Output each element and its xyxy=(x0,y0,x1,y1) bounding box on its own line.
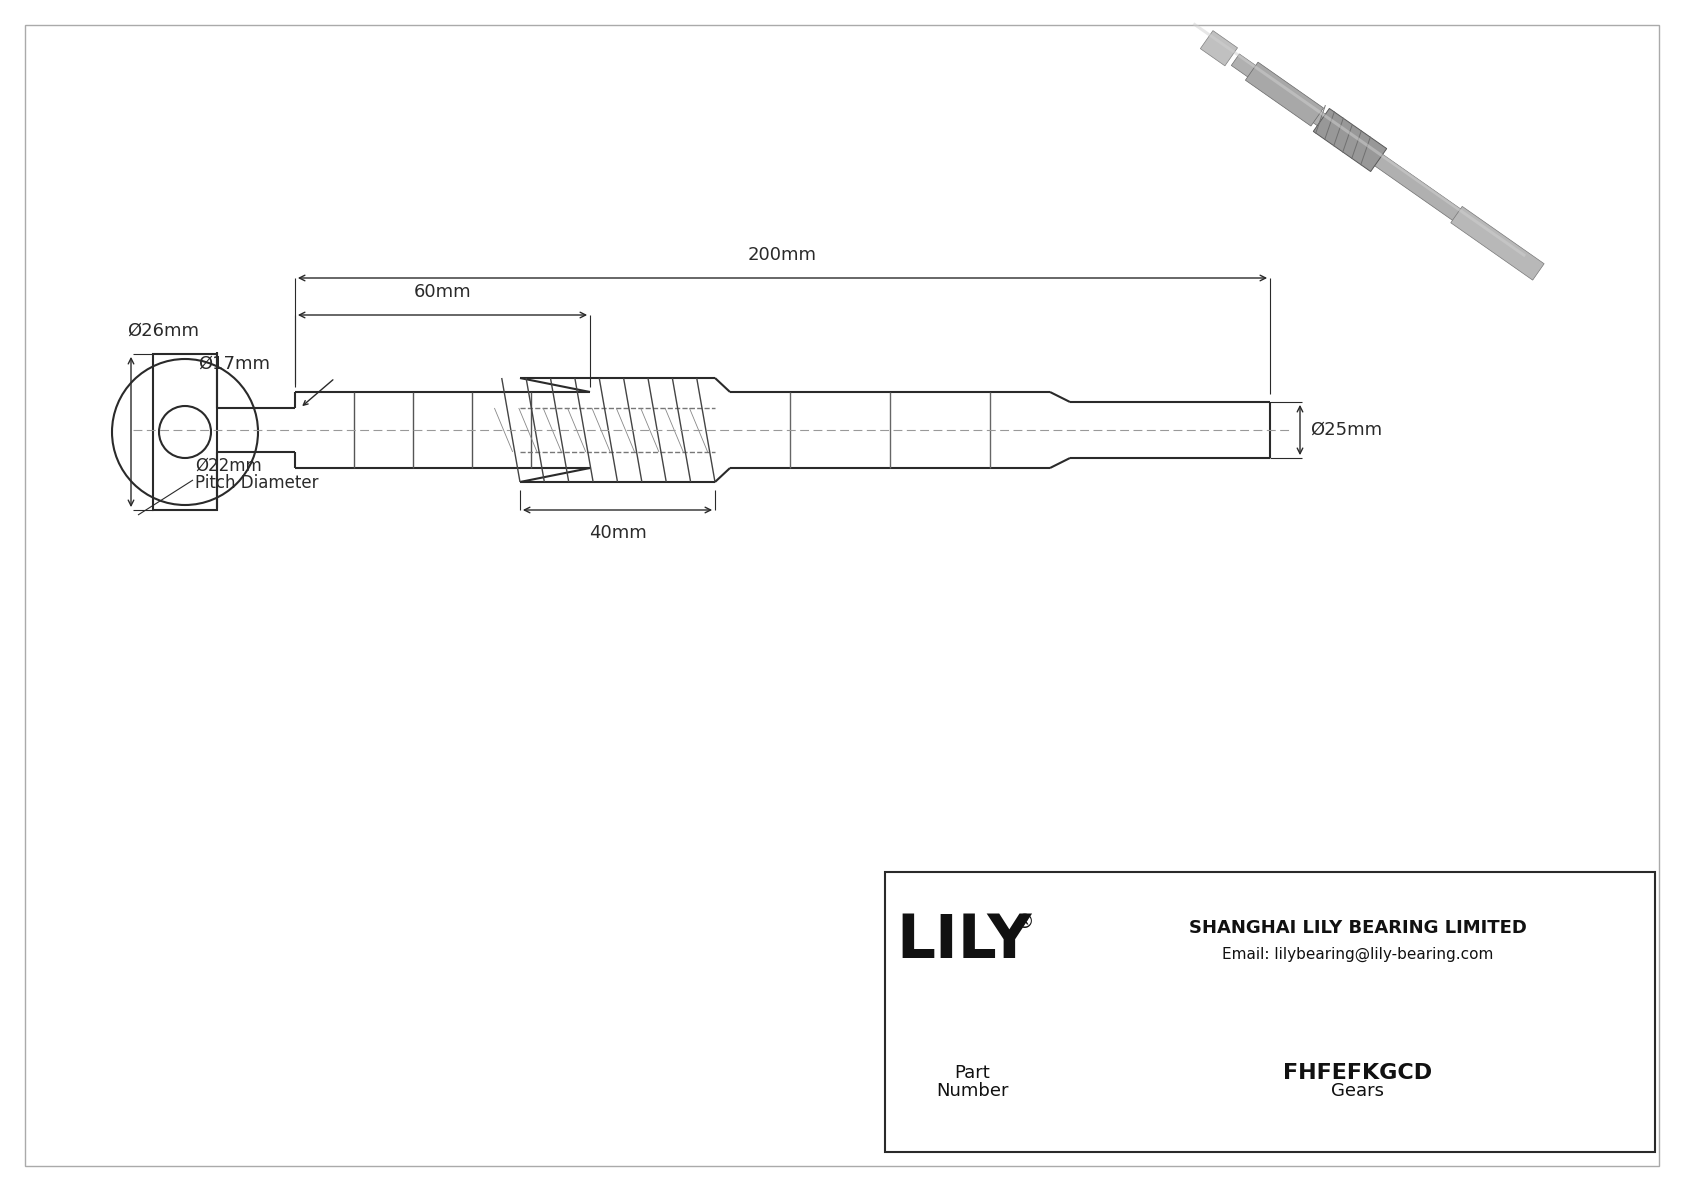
Polygon shape xyxy=(1192,23,1526,257)
Bar xyxy=(1231,54,1517,261)
Text: Pitch Diameter: Pitch Diameter xyxy=(195,474,318,492)
Text: Ø26mm: Ø26mm xyxy=(126,322,199,339)
Text: Ø22mm: Ø22mm xyxy=(195,457,261,475)
Text: SHANGHAI LILY BEARING LIMITED: SHANGHAI LILY BEARING LIMITED xyxy=(1189,919,1526,937)
Bar xyxy=(1450,206,1544,280)
Text: 200mm: 200mm xyxy=(748,247,817,264)
Bar xyxy=(1246,62,1324,126)
Text: Ø17mm: Ø17mm xyxy=(199,355,269,373)
Bar xyxy=(153,354,217,510)
Text: 40mm: 40mm xyxy=(589,524,647,542)
Text: Gears: Gears xyxy=(1330,1081,1384,1100)
Text: ®: ® xyxy=(1015,912,1034,931)
Text: Ø25mm: Ø25mm xyxy=(1310,420,1383,439)
Text: 60mm: 60mm xyxy=(414,283,472,301)
Bar xyxy=(1201,31,1238,66)
Text: LILY: LILY xyxy=(898,912,1032,972)
Bar xyxy=(886,872,1655,1152)
Text: Part: Part xyxy=(955,1064,990,1081)
Bar xyxy=(1314,108,1386,172)
Text: Number: Number xyxy=(936,1081,1009,1100)
Text: FHFEFKGCD: FHFEFKGCD xyxy=(1283,1064,1431,1083)
Text: Email: lilybearing@lily-bearing.com: Email: lilybearing@lily-bearing.com xyxy=(1223,947,1494,961)
